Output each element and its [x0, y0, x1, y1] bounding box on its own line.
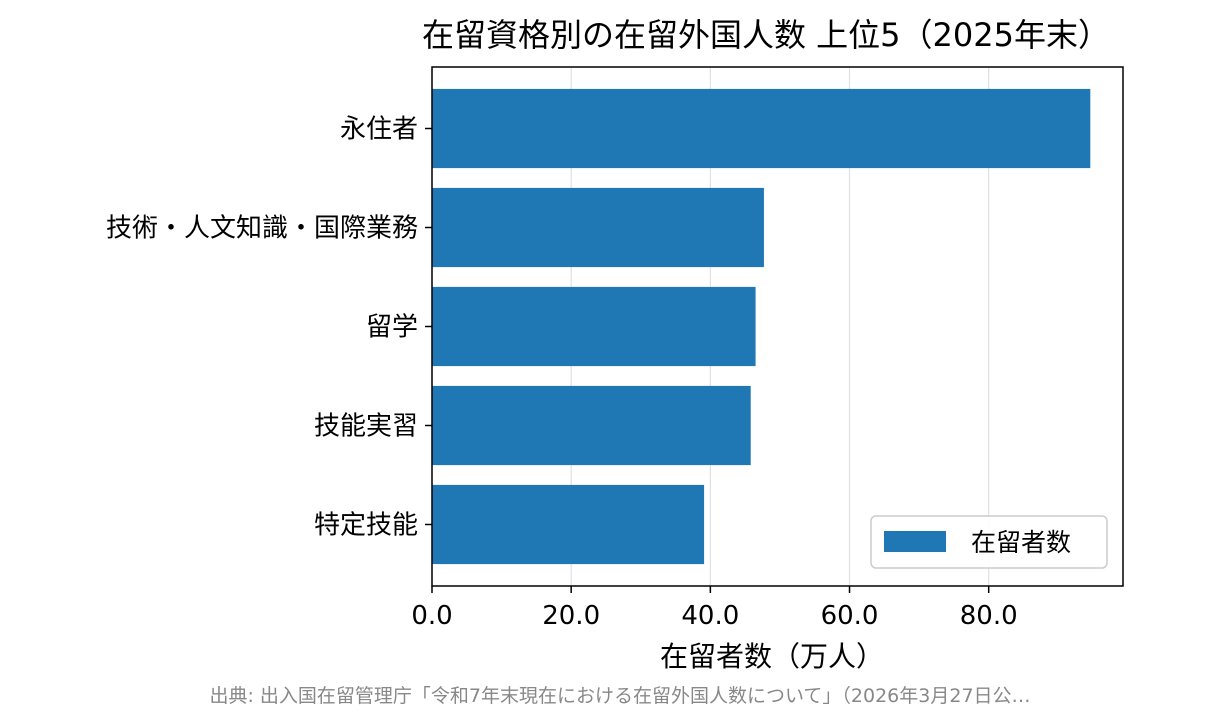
bar: [432, 187, 764, 268]
x-tick-label: 60.0: [821, 601, 879, 631]
bars: [432, 88, 1091, 565]
legend-frame: [870, 515, 1108, 569]
y-tick-label: 特定技能: [314, 511, 418, 541]
source-note: 出典: 出入国在留管理庁「令和7年末現在における在留外国人数について」（2026…: [209, 685, 1030, 707]
bar: [432, 88, 1091, 169]
x-tick-label: 0.0: [411, 601, 452, 631]
y-tick-label: 技能実習: [314, 412, 418, 442]
legend-swatch: [884, 531, 946, 552]
x-tick-labels: 0.0 20.0 40.0 60.0 80.0: [411, 586, 1018, 631]
x-tick-label: 40.0: [681, 601, 739, 631]
x-tick-label: 20.0: [542, 601, 600, 631]
bar: [432, 385, 751, 466]
chart-title: 在留資格別の在留外国人数 上位5（2025年末）: [422, 16, 1110, 54]
y-tick-label: 留学: [366, 313, 418, 343]
legend-label: 在留者数: [971, 528, 1071, 557]
x-axis-label: 在留者数（万人）: [660, 640, 884, 673]
bar: [432, 484, 705, 565]
bar: [432, 286, 756, 367]
x-tick-label: 80.0: [960, 601, 1018, 631]
legend: 在留者数: [870, 515, 1108, 569]
y-tick-label: 技術・人文知識・国際業務: [106, 214, 418, 244]
y-tick-label: 永住者: [340, 115, 418, 145]
